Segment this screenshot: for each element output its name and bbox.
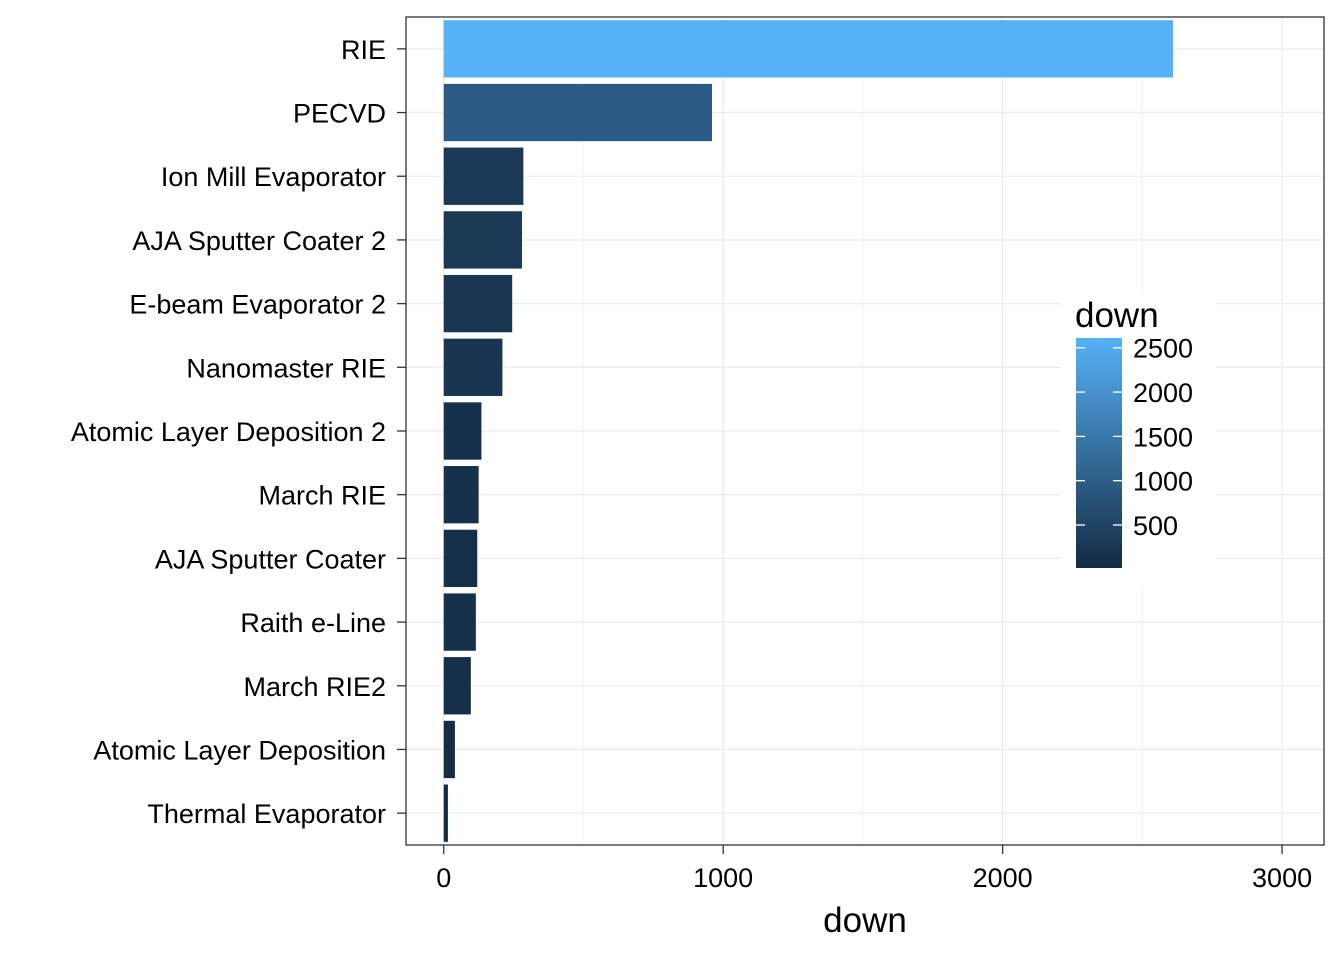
bars <box>443 20 1174 842</box>
y-tick-label: Atomic Layer Deposition <box>93 735 386 765</box>
x-tick-label: 0 <box>436 863 451 893</box>
bar-rie <box>443 20 1174 78</box>
bar-aja-sputter-coater-2 <box>443 211 522 269</box>
bar-nanomaster-rie <box>443 338 503 396</box>
bar-atomic-layer-deposition <box>443 720 455 779</box>
y-tick-label: Atomic Layer Deposition 2 <box>71 417 386 447</box>
legend-tick-label: 1000 <box>1133 467 1193 497</box>
legend-ticks: 500 1000 1500 2000 2500 <box>1076 334 1193 541</box>
legend-tick-label: 1500 <box>1133 422 1193 452</box>
y-tick-label: Thermal Evaporator <box>147 799 386 829</box>
x-axis-title: down <box>823 901 907 940</box>
legend-tick-label: 500 <box>1133 511 1178 541</box>
bar-atomic-layer-deposition-2 <box>443 402 482 460</box>
x-axis: 0 1000 2000 3000 <box>436 845 1312 893</box>
bar-march-rie <box>443 466 479 524</box>
x-tick-label: 2000 <box>973 863 1033 893</box>
y-tick-label: PECVD <box>293 99 386 129</box>
bar-pecvd <box>443 83 712 142</box>
bar-e-beam-evaporator-2 <box>443 274 513 333</box>
y-tick-label: AJA Sputter Coater <box>155 544 386 574</box>
bar-thermal-evaporator <box>443 784 448 842</box>
y-tick-label: Raith e-Line <box>240 608 386 638</box>
y-tick-label: March RIE2 <box>243 672 386 702</box>
y-axis: RIE PECVD Ion Mill Evaporator AJA Sputter C… <box>71 35 406 829</box>
legend-title: down <box>1075 296 1159 335</box>
y-tick-label: March RIE <box>258 481 386 511</box>
x-tick-label: 3000 <box>1252 863 1312 893</box>
bar-raith-e-line <box>443 593 476 651</box>
bar-ion-mill-evaporator <box>443 147 524 205</box>
y-tick-label: AJA Sputter Coater 2 <box>132 226 386 256</box>
legend-tick-label: 2500 <box>1133 334 1193 364</box>
bar-aja-sputter-coater <box>443 529 478 588</box>
legend-tick-label: 2000 <box>1133 378 1193 408</box>
bar-march-rie2 <box>443 657 471 715</box>
y-tick-label: RIE <box>341 35 386 65</box>
y-tick-label: Ion Mill Evaporator <box>161 162 386 192</box>
y-tick-label: E-beam Evaporator 2 <box>129 290 386 320</box>
y-tick-label: Nanomaster RIE <box>186 353 386 383</box>
x-tick-label: 1000 <box>693 863 753 893</box>
legend: down 500 1000 1500 2000 2500 <box>1060 290 1216 588</box>
legend-colorbar <box>1076 338 1122 568</box>
